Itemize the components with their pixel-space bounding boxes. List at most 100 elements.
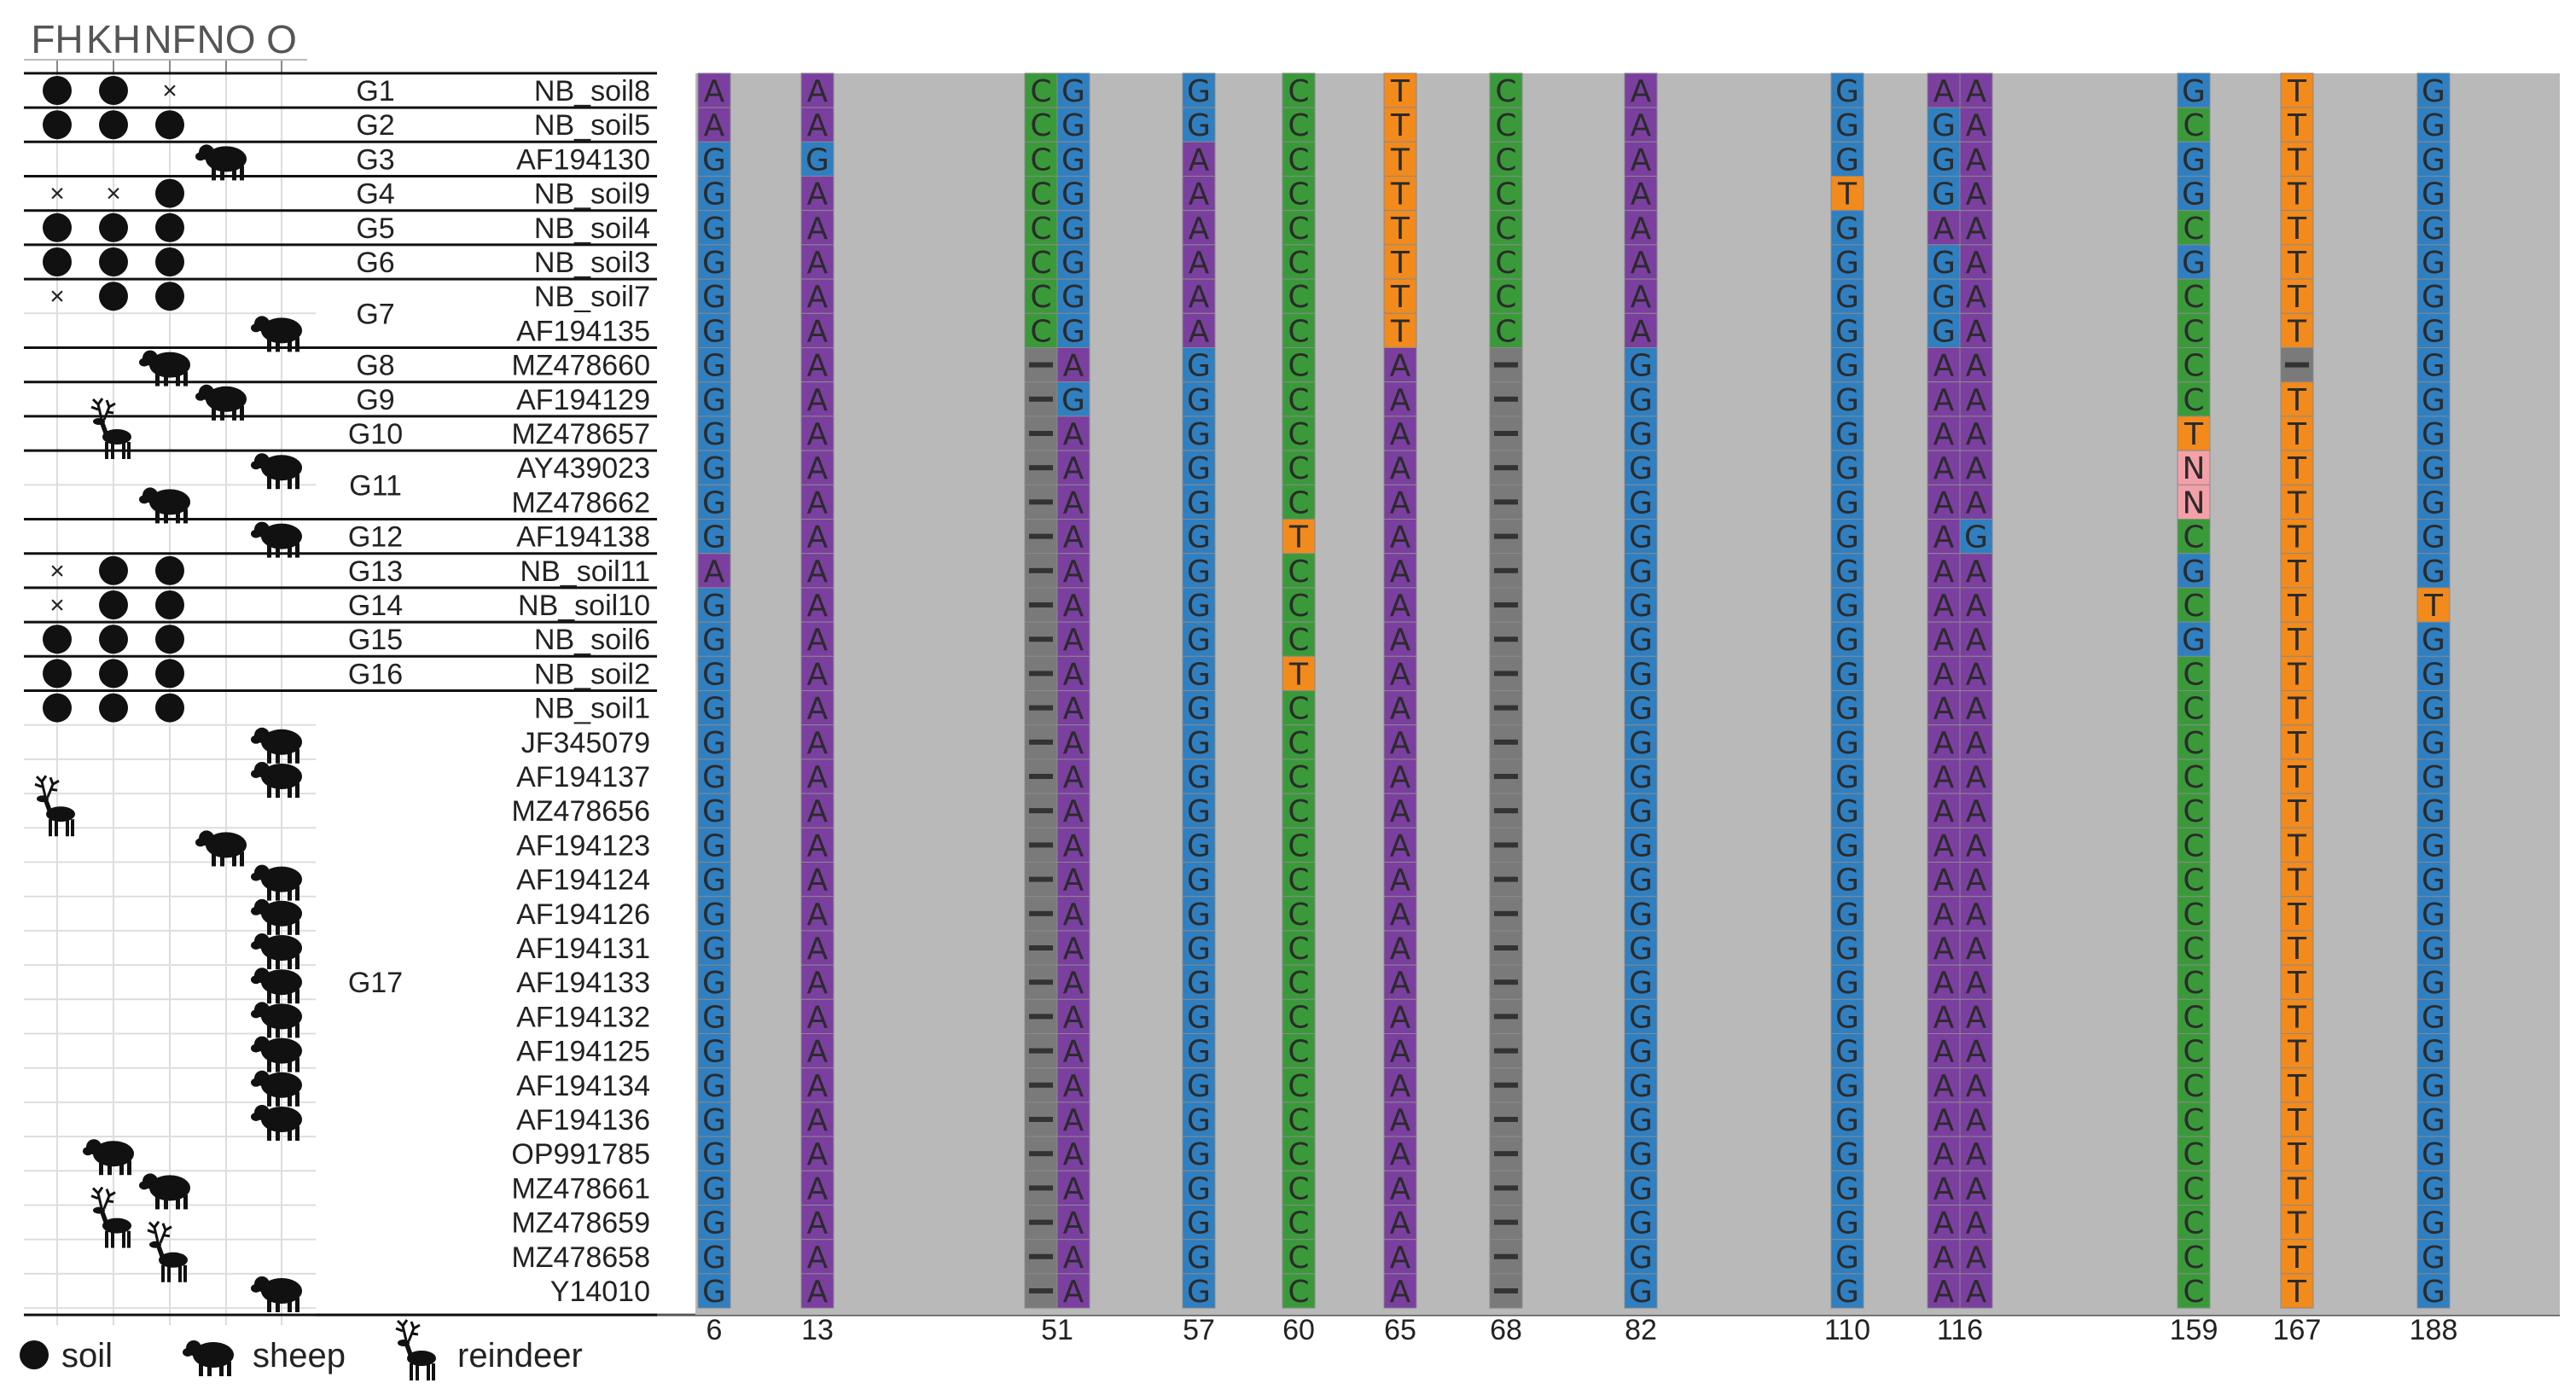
soil-icon: [155, 590, 184, 619]
base-letter: A: [1390, 623, 1411, 658]
base-cell-a: [1927, 896, 1961, 932]
base-letter: A: [1063, 760, 1084, 795]
base-cell-c: [1489, 312, 1523, 348]
soil-icon: [99, 247, 128, 276]
base-cell-a: [1056, 724, 1090, 760]
gap-dash: [1494, 1185, 1518, 1191]
base-letter: G: [1187, 1241, 1211, 1276]
base-cell-a: [1383, 827, 1417, 863]
base-letter: A: [1631, 142, 1652, 177]
base-cell-g: [2416, 896, 2451, 932]
base-letter: A: [1933, 726, 1955, 761]
base-letter: G: [2422, 760, 2445, 795]
gap-dash: [1494, 1288, 1518, 1293]
base-letter: A: [1966, 1069, 1987, 1104]
base-cell-a: [1383, 758, 1417, 794]
base-letter: G: [805, 142, 829, 177]
base-letter: G: [702, 932, 726, 967]
absence-x-icon: ×: [49, 557, 65, 585]
base-cell-a: [800, 278, 834, 314]
base-cell-g: [1830, 107, 1864, 142]
base-letter: C: [1288, 1103, 1309, 1138]
base-cell-g: [1624, 862, 1658, 898]
base-cell-g: [1830, 416, 1864, 451]
base-cell-a: [1056, 998, 1090, 1035]
base-letter: C: [2183, 314, 2204, 349]
base-cell-g: [2177, 73, 2211, 108]
base-letter: G: [2422, 212, 2445, 247]
base-letter: T: [1390, 142, 1410, 177]
base-cell-g: [2416, 1170, 2451, 1206]
sequence-id: AF194131: [516, 933, 650, 965]
base-cell-a: [800, 758, 834, 794]
base-letter: A: [807, 1241, 829, 1276]
base-letter: A: [1390, 417, 1411, 452]
base-cell-c: [1024, 210, 1058, 246]
sequence-id: MZ478656: [511, 795, 650, 828]
base-cell-a: [1959, 587, 1993, 623]
base-letter: G: [1835, 520, 1859, 555]
base-letter: C: [2183, 692, 2204, 727]
base-cell-g: [1927, 278, 1961, 314]
base-letter: G: [1187, 623, 1211, 658]
base-letter: G: [1187, 451, 1211, 486]
base-letter: C: [1495, 108, 1516, 143]
base-letter: G: [2422, 1035, 2445, 1070]
base-letter: A: [1966, 623, 1987, 658]
base-letter: T: [2287, 1275, 2307, 1310]
sequence-id: NB_soil7: [534, 281, 650, 313]
base-letter: G: [1835, 1035, 1859, 1070]
base-letter: G: [2182, 246, 2206, 281]
base-cell-g: [1182, 553, 1216, 589]
base-letter: G: [702, 520, 726, 555]
base-cell-c: [1282, 210, 1316, 246]
base-cell-a: [1959, 1101, 1993, 1137]
gap-dash: [1029, 465, 1053, 471]
base-letter: A: [1390, 692, 1411, 727]
base-letter: A: [1933, 383, 1955, 418]
base-letter: G: [702, 451, 726, 486]
base-cell-g: [1624, 484, 1658, 520]
absence-x-icon: ×: [162, 77, 177, 105]
base-cell-g: [697, 1033, 731, 1069]
base-cell-a: [1959, 141, 1993, 177]
legend: soil sheep reindeer: [20, 1318, 583, 1382]
base-cell-a: [1383, 930, 1417, 966]
base-cell-t: [2280, 1033, 2314, 1069]
base-cell-g: [1182, 690, 1216, 726]
base-letter: A: [1063, 898, 1084, 933]
base-cell-t: [1383, 278, 1417, 314]
base-letter: T: [1837, 177, 1858, 212]
group-label: G5: [356, 212, 394, 245]
base-letter: A: [807, 1035, 829, 1070]
soil-icon: [43, 625, 72, 654]
base-letter: G: [1061, 212, 1085, 247]
base-letter: G: [2422, 555, 2445, 590]
base-letter: N: [2183, 485, 2206, 520]
base-letter: A: [1390, 589, 1411, 624]
base-cell-g: [697, 1136, 731, 1171]
base-letter: A: [1933, 863, 1955, 898]
base-cell-g: [1624, 1136, 1658, 1171]
base-letter: C: [1288, 212, 1309, 247]
base-cell-g: [1182, 416, 1216, 451]
base-letter: G: [1629, 589, 1653, 624]
base-letter: G: [2422, 142, 2445, 177]
position-label: 65: [1384, 1314, 1416, 1346]
soil-icon: [155, 282, 184, 311]
position-label: 188: [2410, 1314, 2458, 1346]
base-cell-a: [800, 827, 834, 863]
base-letter: G: [702, 417, 726, 452]
legend-label-soil: soil: [61, 1337, 113, 1374]
base-cell-a: [800, 210, 834, 246]
base-cell-a: [800, 862, 834, 898]
base-cell-a: [1056, 1273, 1090, 1309]
base-letter: A: [807, 589, 829, 624]
gap-dash: [1029, 1185, 1053, 1191]
base-letter: A: [1933, 555, 1955, 590]
base-letter: A: [1966, 760, 1987, 795]
soil-icon: [155, 693, 184, 723]
base-cell-g: [1182, 896, 1216, 932]
base-letter: A: [1933, 623, 1955, 658]
base-letter: C: [2183, 349, 2204, 384]
